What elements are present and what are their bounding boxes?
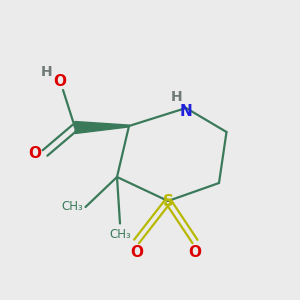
Polygon shape [75, 122, 129, 134]
Text: O: O [28, 146, 41, 160]
Text: O: O [53, 74, 67, 88]
Text: N: N [180, 103, 192, 118]
Text: CH₃: CH₃ [109, 227, 131, 241]
Text: H: H [41, 65, 52, 79]
Text: H: H [171, 90, 182, 104]
Text: CH₃: CH₃ [61, 200, 83, 214]
Text: O: O [130, 245, 143, 260]
Text: O: O [188, 245, 202, 260]
Text: S: S [163, 194, 174, 208]
